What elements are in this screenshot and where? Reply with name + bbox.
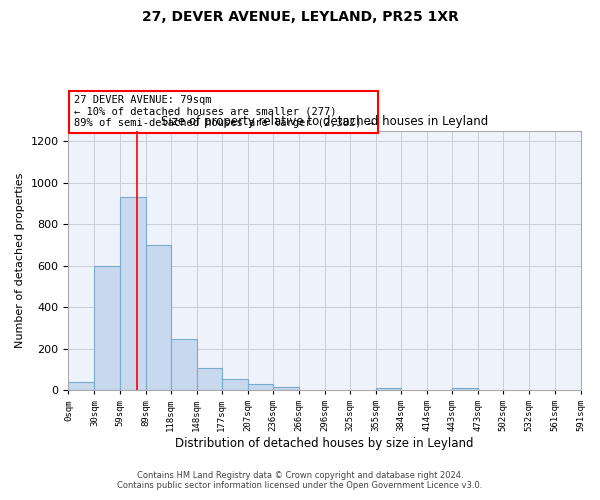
Bar [94,266,119,390]
Bar [119,198,146,390]
Bar [376,388,401,390]
Text: Contains HM Land Registry data © Crown copyright and database right 2024.
Contai: Contains HM Land Registry data © Crown c… [118,470,482,490]
X-axis label: Distribution of detached houses by size in Leyland: Distribution of detached houses by size … [175,437,474,450]
Title: Size of property relative to detached houses in Leyland: Size of property relative to detached ho… [161,116,488,128]
Bar [68,382,94,390]
Y-axis label: Number of detached properties: Number of detached properties [15,173,25,348]
Text: 27, DEVER AVENUE, LEYLAND, PR25 1XR: 27, DEVER AVENUE, LEYLAND, PR25 1XR [142,10,458,24]
Bar [248,384,273,390]
Bar [170,340,197,390]
Bar [197,368,222,390]
Text: 27 DEVER AVENUE: 79sqm
← 10% of detached houses are smaller (277)
89% of semi-de: 27 DEVER AVENUE: 79sqm ← 10% of detached… [74,96,374,128]
Bar [273,387,299,390]
Bar [222,379,248,390]
Bar [146,245,170,390]
Bar [452,388,478,390]
